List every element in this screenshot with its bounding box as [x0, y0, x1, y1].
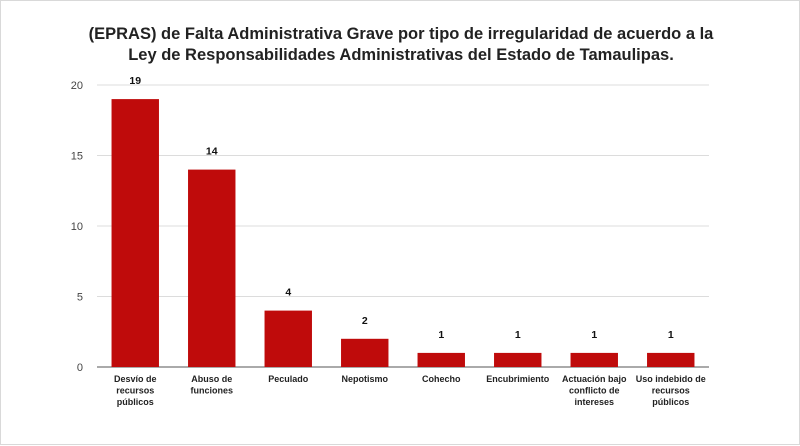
bar: [341, 338, 389, 367]
x-tick-label: Nepotismo: [341, 374, 388, 384]
x-tick-label: Uso indebido de recursos públicos: [636, 374, 706, 407]
bar: [417, 352, 465, 367]
bar-value-label: 4: [285, 287, 291, 299]
x-tick-label: Actuación bajo conflicto de intereses: [562, 374, 627, 407]
bar-value-label: 1: [515, 329, 521, 341]
bars: [111, 99, 695, 367]
y-tick-label: 20: [71, 80, 83, 92]
y-tick-label: 15: [71, 151, 83, 163]
bar-value-label: 1: [668, 329, 674, 341]
bar-value-label: 1: [591, 329, 597, 341]
bar-value-label: 14: [206, 146, 218, 158]
x-tick-label: Encubrimiento: [486, 374, 550, 384]
x-tick-label: Abuso de funciones: [190, 374, 233, 396]
bar: [111, 99, 159, 367]
chart-title: (EPRAS) de Falta Administrativa Grave po…: [41, 24, 761, 66]
bar: [494, 352, 542, 367]
y-tick-label: 5: [77, 292, 83, 304]
chart-title-line-1: (EPRAS) de Falta Administrativa Grave po…: [88, 25, 714, 43]
y-tick-label: 10: [71, 221, 83, 233]
y-tick-label: 0: [77, 362, 83, 374]
y-axis: 0 5 10 15 20: [71, 80, 83, 374]
x-tick-label: Cohecho: [422, 374, 461, 384]
bar-value-label: 1: [438, 329, 444, 341]
chart-title-line-2: Ley de Responsabilidades Administrativas…: [128, 46, 674, 64]
value-labels: 19 14 4 2 1 1 1 1: [129, 75, 673, 341]
bar: [570, 352, 618, 367]
bar: [188, 169, 236, 367]
bar: [647, 352, 695, 367]
x-axis: Desvío de recursos públicos Abuso de funcion…: [114, 374, 706, 407]
bar: [264, 310, 312, 367]
bar-value-label: 19: [129, 75, 141, 87]
x-tick-label: Desvío de recursos públicos: [114, 374, 157, 407]
x-tick-label: Peculado: [268, 374, 309, 384]
bar-value-label: 2: [362, 315, 368, 327]
